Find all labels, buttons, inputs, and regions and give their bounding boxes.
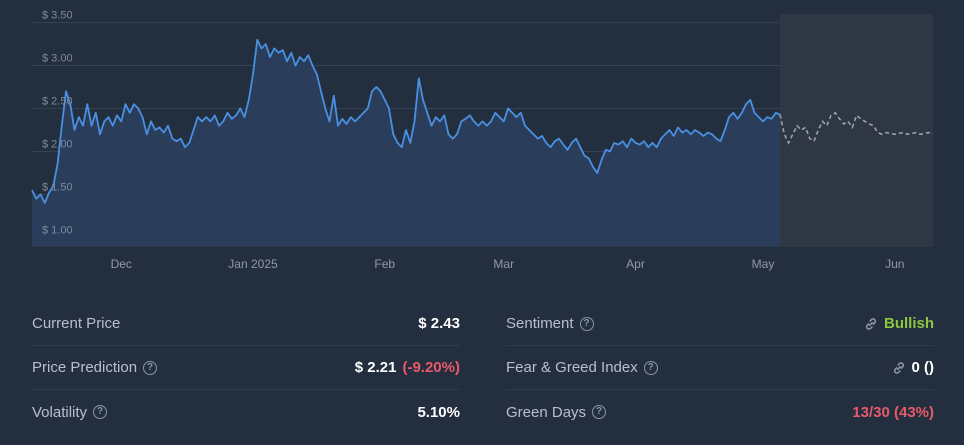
sentiment-row: Sentiment ? Bullish [506, 302, 934, 346]
fear-greed-row: Fear & Greed Index ? 0 () [506, 346, 934, 390]
x-tick-label: May [752, 257, 775, 271]
y-tick-label: $ 2.00 [42, 138, 73, 150]
x-tick-label: Jun [885, 257, 904, 271]
volatility-row: Volatility ? 5.10% [32, 390, 460, 434]
prediction-line [779, 111, 934, 145]
stats-panel: Current Price $ 2.43 Price Prediction ? … [32, 302, 934, 434]
y-tick-label: $ 3.00 [42, 53, 73, 65]
x-tick-label: Mar [493, 257, 514, 271]
forecast-region [780, 14, 933, 246]
green-days-label: Green Days [506, 403, 587, 421]
sentiment-label: Sentiment [506, 315, 574, 332]
help-icon[interactable]: ? [93, 405, 108, 419]
volatility-label: Volatility [32, 403, 88, 421]
help-icon[interactable]: ? [579, 316, 594, 331]
price-line [31, 38, 781, 204]
y-axis-ticks: $ 1.00 $ 1.50 $ 2.00 $ 2.50 $ 3.00 $ 3.50 [42, 10, 73, 237]
stats-right-column: Sentiment ? Bullish Fear & Greed Index ? [506, 302, 934, 434]
price-prediction-change: (-9.20%) [402, 359, 460, 376]
green-days-value: 13/30 (43%) [852, 403, 934, 421]
help-icon[interactable]: ? [143, 360, 158, 375]
volatility-value: 5.10% [417, 403, 460, 421]
y-tick-label: $ 2.50 [42, 96, 73, 108]
current-price-value: $ 2.43 [418, 315, 460, 332]
price-prediction-value: $ 2.21 [354, 359, 397, 376]
fear-greed-label: Fear & Greed Index [506, 359, 638, 376]
help-icon[interactable]: ? [643, 360, 658, 375]
sentiment-value: Bullish [883, 315, 934, 332]
price-chart: $ 1.00 $ 1.50 $ 2.00 $ 2.50 $ 3.00 $ 3.50 Dec… [31, 10, 934, 271]
x-tick-label: Jan 2025 [228, 257, 278, 271]
current-price-row: Current Price $ 2.43 [32, 302, 460, 346]
price-area [32, 39, 780, 246]
fear-greed-value: 0 () [911, 359, 935, 376]
price-prediction-row: Price Prediction ? $ 2.21 (-9.20%) [32, 346, 460, 390]
green-days-row: Green Days ? 13/30 (43%) [506, 390, 934, 434]
current-price-label: Current Price [32, 315, 121, 332]
x-tick-label: Feb [374, 257, 395, 271]
y-tick-label: $ 3.50 [42, 10, 73, 22]
y-tick-label: $ 1.00 [42, 224, 73, 236]
x-axis-ticks: Dec Jan 2025 Feb Mar Apr May Jun [111, 257, 905, 271]
x-tick-label: Dec [111, 257, 132, 271]
price-prediction-label: Price Prediction [32, 359, 138, 376]
link-icon[interactable] [892, 361, 906, 375]
help-icon[interactable]: ? [592, 405, 607, 419]
link-icon[interactable] [864, 317, 878, 331]
x-tick-label: Apr [626, 257, 645, 271]
y-tick-label: $ 1.50 [42, 181, 73, 193]
stats-left-column: Current Price $ 2.43 Price Prediction ? … [32, 302, 460, 434]
